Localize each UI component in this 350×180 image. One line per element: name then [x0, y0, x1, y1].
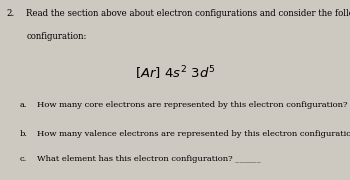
- Text: 2.: 2.: [6, 9, 15, 18]
- Text: Read the section above about electron configurations and consider the following : Read the section above about electron co…: [26, 9, 350, 18]
- Text: c.: c.: [19, 155, 27, 163]
- Text: What element has this electron configuration? ______: What element has this electron configura…: [37, 155, 260, 163]
- Text: How many core electrons are represented by this electron configuration? ______: How many core electrons are represented …: [37, 101, 350, 109]
- Text: b.: b.: [19, 130, 27, 138]
- Text: How many valence electrons are represented by this electron configuration? _____: How many valence electrons are represent…: [37, 130, 350, 138]
- Text: a.: a.: [19, 101, 27, 109]
- Text: $\mathit{[Ar]\ 4s^2\ 3d^5}$: $\mathit{[Ar]\ 4s^2\ 3d^5}$: [135, 65, 215, 82]
- Text: configuration:: configuration:: [26, 32, 87, 41]
